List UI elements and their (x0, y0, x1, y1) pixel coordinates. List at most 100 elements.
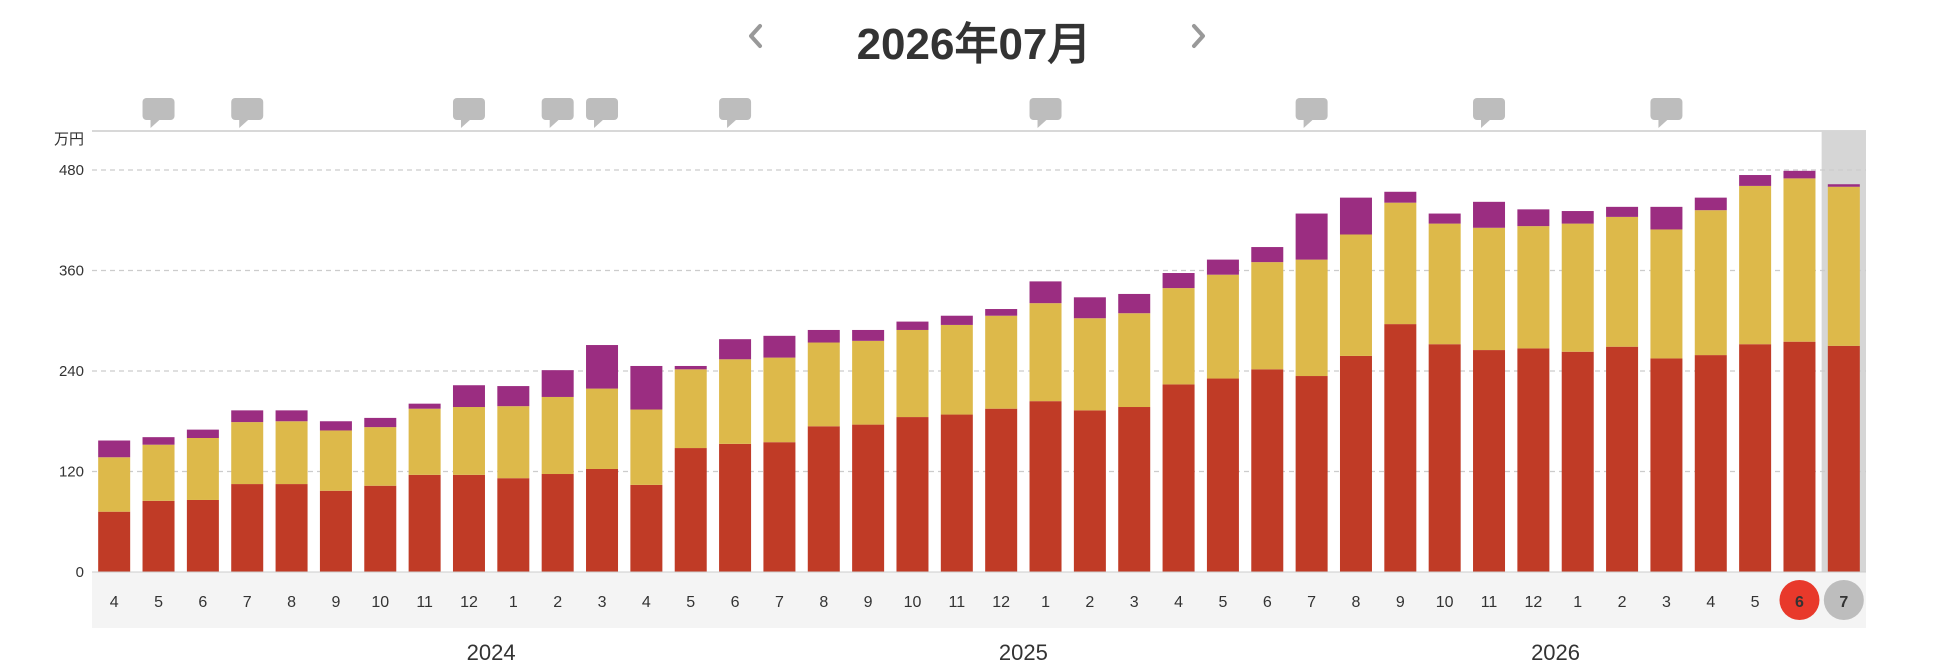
bar-stack[interactable] (1428, 213, 1461, 572)
bar-stack[interactable] (1561, 211, 1594, 572)
speech-bubble-icon[interactable] (452, 98, 485, 128)
x-tick-label[interactable]: 4 (642, 594, 651, 611)
bar-stack[interactable] (275, 410, 308, 572)
bar-stack[interactable] (1339, 197, 1372, 572)
x-tick-label[interactable]: 8 (1352, 594, 1361, 611)
bar-stack[interactable] (807, 329, 840, 572)
x-tick-label[interactable]: 4 (1174, 594, 1183, 611)
x-tick-label[interactable]: 3 (1662, 594, 1671, 611)
bar-stack[interactable] (674, 365, 707, 572)
bar-stack[interactable] (763, 335, 796, 572)
x-tick-label[interactable]: 7 (1307, 594, 1316, 611)
bar-stack[interactable] (1295, 213, 1328, 572)
x-tick-label[interactable]: 1 (1041, 594, 1050, 611)
bar-segment-1 (985, 408, 1018, 572)
x-tick-label[interactable]: 12 (460, 594, 478, 611)
speech-bubble-icon[interactable] (1473, 98, 1506, 128)
x-tick-label[interactable]: 5 (1751, 594, 1760, 611)
x-tick-label[interactable]: 3 (598, 594, 607, 611)
x-tick-label[interactable]: 1 (509, 594, 518, 611)
x-tick-label[interactable]: 4 (1706, 594, 1715, 611)
x-tick-label[interactable]: 9 (864, 594, 873, 611)
bar-stack[interactable] (1517, 209, 1550, 572)
x-tick-label[interactable]: 9 (331, 594, 340, 611)
bar-stack[interactable] (1473, 201, 1506, 572)
bar-stack[interactable] (1384, 191, 1417, 572)
x-tick-label[interactable]: 7 (243, 594, 252, 611)
speech-bubble-icon[interactable] (1029, 98, 1062, 128)
speech-bubble-icon[interactable] (586, 98, 619, 128)
speech-bubble-icon[interactable] (1650, 98, 1683, 128)
speech-bubble-icon[interactable] (1295, 98, 1328, 128)
next-month-button[interactable] (1180, 16, 1216, 56)
x-tick-label[interactable]: 8 (819, 594, 828, 611)
x-tick-label[interactable]: 9 (1396, 594, 1405, 611)
x-tick-label[interactable]: 8 (287, 594, 296, 611)
speech-bubble-icon[interactable] (231, 98, 264, 128)
x-tick-label[interactable]: 4 (110, 594, 119, 611)
bar-stack[interactable] (586, 345, 619, 572)
x-tick-label[interactable]: 5 (154, 594, 163, 611)
x-axis: 4 5 6 7 8 9 10 11 12 1 2 3 4 5 6 7 8 9 10 11 12 1 2 3 4 5 6 7 8 9 10 11… (92, 571, 1866, 665)
bar-stack[interactable] (1029, 281, 1062, 572)
bar-stack[interactable] (985, 309, 1018, 572)
bar-stack[interactable] (1206, 259, 1239, 572)
bar-stack[interactable] (452, 385, 485, 572)
bar-stack[interactable] (364, 417, 397, 572)
y-tick-label: 360 (59, 263, 84, 280)
speech-bubble-icon[interactable] (142, 98, 175, 128)
bar-stack[interactable] (852, 329, 885, 572)
x-tick-label[interactable]: 7 (775, 594, 784, 611)
speech-bubble-icon[interactable] (719, 98, 752, 128)
x-tick-label[interactable]: 11 (949, 594, 966, 611)
bar-stack[interactable] (1827, 184, 1860, 572)
bar-stack[interactable] (940, 315, 973, 572)
x-tick-label[interactable]: 6 (198, 594, 207, 611)
bar-stack[interactable] (408, 403, 441, 572)
bar-segment-3 (541, 370, 574, 397)
x-tick-label[interactable]: 12 (992, 594, 1010, 611)
bar-stack[interactable] (719, 339, 752, 572)
current-month-badge[interactable] (1823, 580, 1864, 620)
x-tick-label[interactable]: 10 (371, 594, 389, 611)
x-tick-label[interactable]: 10 (1436, 594, 1454, 611)
x-tick-label[interactable]: 2 (1618, 594, 1627, 611)
selected-month-badge[interactable] (1779, 580, 1820, 620)
bar-stack[interactable] (1073, 297, 1106, 572)
bar-stack[interactable] (231, 410, 264, 572)
bar-stack[interactable] (1694, 197, 1727, 572)
x-tick-label[interactable]: 7 (1839, 594, 1848, 611)
x-tick-label[interactable]: 6 (1263, 594, 1272, 611)
x-tick-label[interactable]: 5 (686, 594, 695, 611)
bar-stack[interactable] (896, 321, 929, 572)
x-tick-label[interactable]: 2 (1085, 594, 1094, 611)
bar-stack[interactable] (1606, 206, 1639, 572)
bar-stack[interactable] (142, 437, 175, 572)
x-tick-label[interactable]: 10 (904, 594, 922, 611)
x-tick-label[interactable]: 2 (553, 594, 562, 611)
bar-stack[interactable] (497, 386, 530, 572)
bar-segment-3 (1606, 206, 1639, 217)
bar-stack[interactable] (98, 440, 131, 572)
x-tick-label[interactable]: 3 (1130, 594, 1139, 611)
x-tick-label[interactable]: 6 (1795, 594, 1804, 611)
x-tick-label[interactable]: 11 (1481, 594, 1498, 611)
prev-month-button[interactable] (738, 16, 774, 56)
bar-stack[interactable] (541, 370, 574, 572)
bar-stack[interactable] (319, 421, 352, 572)
bar-stack[interactable] (1162, 273, 1195, 572)
bar-stack[interactable] (630, 365, 663, 572)
speech-bubble-icon[interactable] (541, 98, 574, 128)
x-tick-label[interactable]: 5 (1218, 594, 1227, 611)
x-tick-label[interactable]: 6 (731, 594, 740, 611)
chevron-right-icon (1192, 24, 1205, 48)
bar-stack[interactable] (1118, 293, 1151, 572)
x-tick-label[interactable]: 11 (416, 594, 433, 611)
bar-stack[interactable] (1783, 170, 1816, 572)
x-tick-label[interactable]: 12 (1524, 594, 1542, 611)
bar-stack[interactable] (1251, 247, 1284, 572)
bar-stack[interactable] (186, 429, 219, 572)
x-tick-label[interactable]: 1 (1573, 594, 1582, 611)
bar-stack[interactable] (1739, 175, 1772, 572)
bar-stack[interactable] (1650, 206, 1683, 572)
